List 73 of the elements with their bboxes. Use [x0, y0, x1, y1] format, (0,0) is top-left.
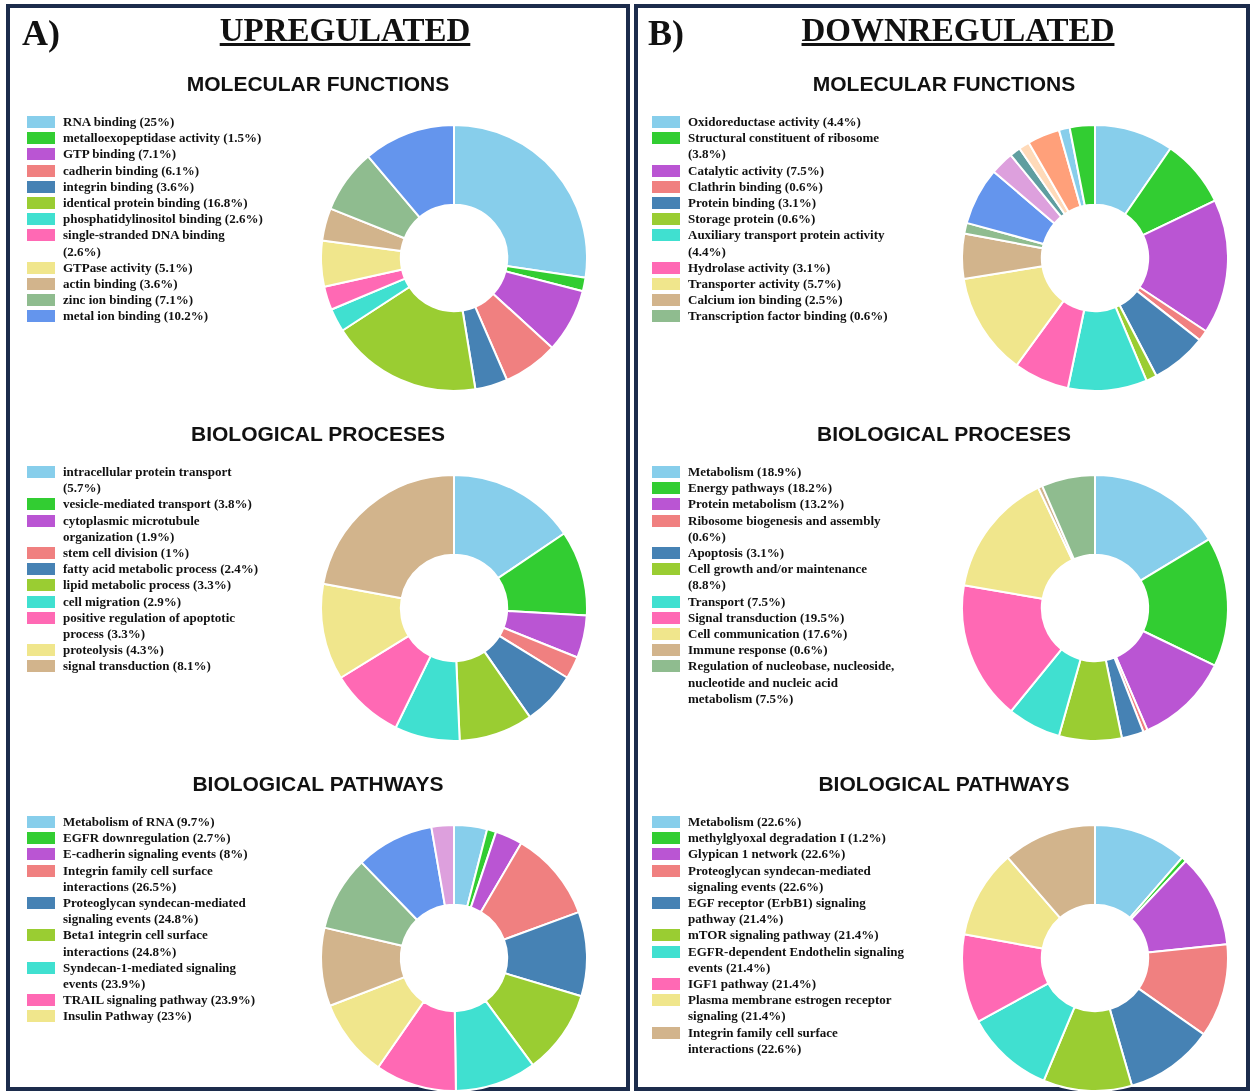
legend-label: metalloexopeptidase activity (1.5%) — [63, 130, 262, 147]
legend-label: Storage protein (0.6%) — [688, 211, 816, 228]
legend-label: Apoptosis (3.1%) — [688, 545, 785, 562]
legend-label: stem cell division (1%) — [63, 545, 190, 562]
legend-label: Metabolism (18.9%) — [688, 464, 802, 481]
legend-label: Regulation of nucleobase, nucleoside, nucleotide and nucleic acid metabolism (7.5%) — [688, 658, 896, 708]
legend-label: Plasma membrane estrogen receptor signaling (21.4%) — [688, 992, 893, 1025]
legend-label: Cell communication (17.6%) — [688, 626, 848, 643]
legend-label: Ribosome biogenesis and assembly (0.6%) — [688, 512, 882, 546]
legend-label: Clathrin binding (0.6%) — [688, 178, 823, 196]
legend-label: Cell growth and/or maintenance (8.8%) — [688, 561, 868, 594]
legend-label: lipid metabolic process (3.3%) — [63, 577, 232, 594]
chart-title: MOLECULAR FUNCTIONS — [185, 72, 451, 96]
text: A) — [22, 12, 60, 54]
legend-label: methylglyoxal degradation I (1.2%) — [688, 830, 886, 847]
legend-label: cell migration (2.9%) — [63, 593, 182, 610]
legend-label: vesicle-mediated transport (3.8%) — [63, 496, 252, 513]
chart-title: BIOLOGICAL PATHWAYS — [817, 772, 1071, 796]
legend-label: proteolysis (4.3%) — [63, 642, 164, 659]
legend-label: Syndecan-1-mediated signaling events (23.9%) — [63, 959, 237, 993]
legend-label: Transcription factor binding (0.6%) — [688, 308, 888, 325]
legend-label: Structural constituent of ribosome (3.8%) — [688, 130, 880, 163]
legend-label: Calcium ion binding (2.5%) — [688, 292, 843, 309]
legend-label: GTP binding (7.1%) — [63, 146, 177, 163]
chart-title: BIOLOGICAL PROCESES — [190, 422, 446, 446]
legend-label: Insulin Pathway (23%) — [63, 1008, 192, 1025]
legend-label: single-stranded DNA binding (2.6%) — [63, 227, 226, 260]
legend-label: actin binding (3.6%) — [63, 276, 178, 293]
legend-label: integrin binding (3.6%) — [63, 178, 195, 196]
legend-label: cytoplasmic microtubule organization (1.9%) — [63, 512, 201, 546]
chart-title: BIOLOGICAL PATHWAYS — [191, 772, 445, 796]
legend-label: intracellular protein transport (5.7%) — [63, 464, 233, 497]
legend-label: cadherin binding (6.1%) — [63, 162, 200, 179]
chart-title: BIOLOGICAL PROCESES — [816, 422, 1072, 446]
legend-label: Beta1 integrin cell surface interactions (24.8%) — [63, 927, 209, 960]
legend-label: zinc ion binding (7.1%) — [63, 292, 194, 309]
legend-label: RNA binding (25%) — [63, 114, 175, 131]
legend-label: Immune response (0.6%) — [688, 642, 828, 659]
legend-label: Hydrolase activity (3.1%) — [688, 259, 831, 277]
legend-label: Metabolism (22.6%) — [688, 814, 802, 831]
legend-label: TRAIL signaling pathway (23.9%) — [63, 992, 256, 1009]
text: UPREGULATED — [219, 12, 471, 49]
legend-label: phosphatidylinositol binding (2.6%) — [63, 211, 263, 228]
legend-label: Transporter activity (5.7%) — [688, 276, 841, 293]
legend-label: Proteoglycan syndecan-mediated signaling events (24.8%) — [63, 895, 247, 928]
legend-label: signal transduction (8.1%) — [63, 658, 211, 675]
text: DOWNREGULATED — [801, 12, 1115, 49]
legend-label: fatty acid metabolic process (2.4%) — [63, 561, 259, 578]
legend-label: E-cadherin signaling events (8%) — [63, 846, 248, 863]
legend-label: Auxiliary transport protein activity (4.4%) — [688, 227, 886, 260]
legend-label: Integrin family cell surface interactions (26.5%) — [63, 862, 214, 896]
legend-label: Protein metabolism (13.2%) — [688, 496, 845, 513]
legend-label: metal ion binding (10.2%) — [63, 308, 209, 325]
legend-label: mTOR signaling pathway (21.4%) — [688, 927, 879, 944]
text: B) — [648, 12, 684, 54]
legend-label: Protein binding (3.1%) — [688, 195, 816, 212]
legend-label: Integrin family cell surface interactions (22.6%) — [688, 1024, 839, 1058]
legend-label: Metabolism of RNA (9.7%) — [63, 814, 215, 831]
legend-label: Energy pathways (18.2%) — [688, 480, 833, 497]
legend-label: positive regulation of apoptotic process (3.3%) — [63, 609, 236, 643]
legend-label: EGF receptor (ErbB1) signaling pathway (21.4%) — [688, 895, 867, 928]
legend-label: Oxidoreductase activity (4.4%) — [688, 114, 861, 131]
legend-label: IGF1 pathway (21.4%) — [688, 976, 817, 993]
legend-label: Signal transduction (19.5%) — [688, 609, 845, 627]
legend-label: GTPase activity (5.1%) — [63, 259, 193, 277]
legend-label: EGFR downregulation (2.7%) — [63, 830, 231, 847]
legend-label: Transport (7.5%) — [688, 593, 786, 610]
legend-label: EGFR-dependent Endothelin signaling events (21.4%) — [688, 943, 904, 977]
chart-title: MOLECULAR FUNCTIONS — [811, 72, 1077, 96]
legend-label: identical protein binding (16.8%) — [63, 195, 248, 212]
legend-label: Catalytic activity (7.5%) — [688, 162, 825, 179]
legend-label: Proteoglycan syndecan-mediated signaling events (22.6%) — [688, 862, 872, 896]
legend-label: Glypican 1 network (22.6%) — [688, 846, 846, 863]
